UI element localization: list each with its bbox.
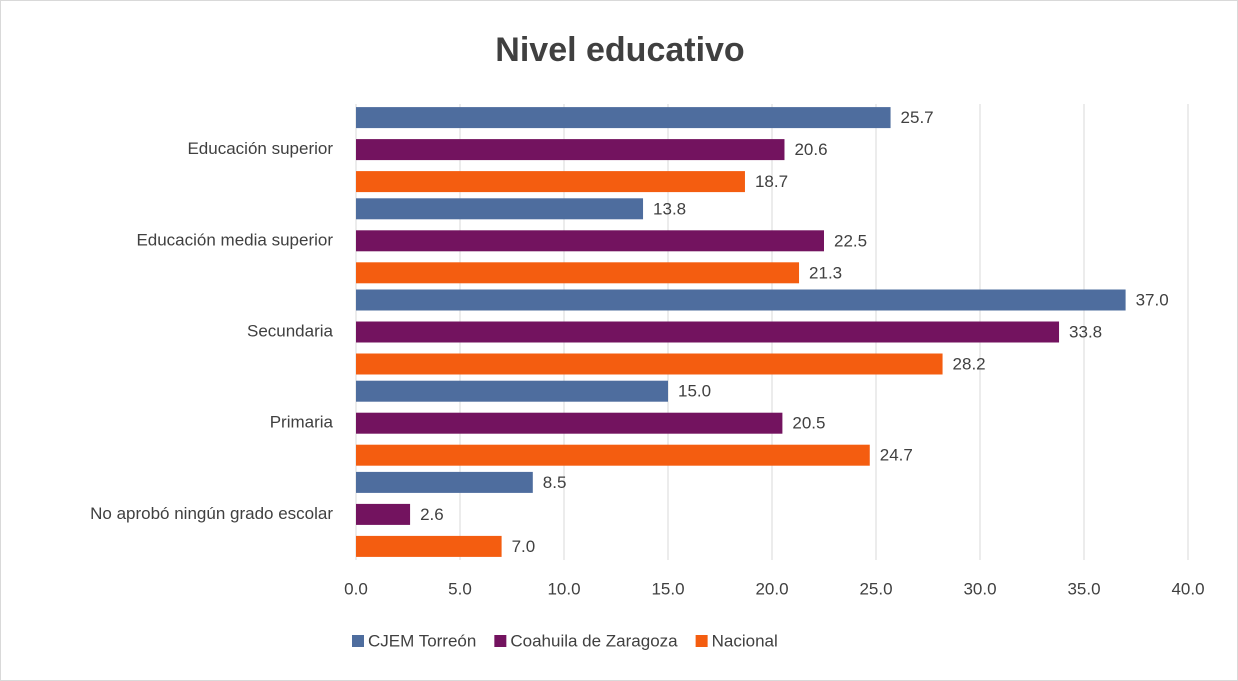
bar	[356, 230, 824, 252]
bar	[356, 380, 668, 402]
y-tick-label: No aprobó ningún grado escolar	[90, 504, 333, 523]
x-tick-label: 35.0	[1067, 579, 1100, 598]
bar	[356, 321, 1060, 343]
data-label: 21.3	[809, 263, 842, 282]
legend-label: Coahuila de Zaragoza	[510, 631, 678, 650]
data-label: 7.0	[512, 537, 536, 556]
data-label: 20.6	[794, 140, 827, 159]
bar	[356, 139, 785, 161]
x-tick-label: 40.0	[1171, 579, 1204, 598]
data-label: 13.8	[653, 199, 686, 218]
bar	[356, 107, 891, 129]
data-label: 20.5	[792, 414, 825, 433]
legend-label: CJEM Torreón	[368, 631, 476, 650]
data-label: 15.0	[678, 382, 711, 401]
legend-swatch	[494, 635, 507, 647]
data-label: 28.2	[953, 354, 986, 373]
bar	[356, 412, 783, 434]
bar	[356, 171, 745, 193]
legend-swatch	[352, 635, 364, 647]
x-tick-label: 25.0	[859, 579, 892, 598]
legend-swatch	[695, 635, 708, 647]
x-tick-label: 15.0	[651, 579, 684, 598]
chart-title: Nivel educativo	[495, 31, 744, 69]
bar	[356, 471, 533, 493]
data-label: 25.7	[901, 108, 934, 127]
y-tick-label: Educación media superior	[136, 230, 333, 249]
bar	[356, 503, 411, 525]
x-tick-label: 10.0	[547, 579, 580, 598]
bar	[356, 444, 870, 466]
bar	[356, 353, 943, 375]
x-tick-label: 20.0	[755, 579, 788, 598]
bar	[356, 198, 644, 220]
bar	[356, 262, 800, 284]
y-tick-label: Secundaria	[247, 321, 334, 340]
legend-label: Nacional	[712, 631, 778, 650]
bar	[356, 535, 502, 557]
y-tick-label: Primaria	[270, 413, 334, 432]
y-tick-label: Educación superior	[187, 139, 333, 158]
data-label: 18.7	[755, 172, 788, 191]
data-label: 33.8	[1069, 322, 1102, 341]
data-label: 8.5	[543, 473, 567, 492]
data-label: 37.0	[1136, 290, 1169, 309]
bar	[356, 289, 1126, 311]
x-tick-label: 0.0	[344, 579, 368, 598]
data-label: 2.6	[420, 505, 444, 524]
data-label: 22.5	[834, 231, 867, 250]
x-tick-label: 5.0	[448, 579, 472, 598]
data-label: 24.7	[880, 446, 913, 465]
x-tick-label: 30.0	[963, 579, 996, 598]
